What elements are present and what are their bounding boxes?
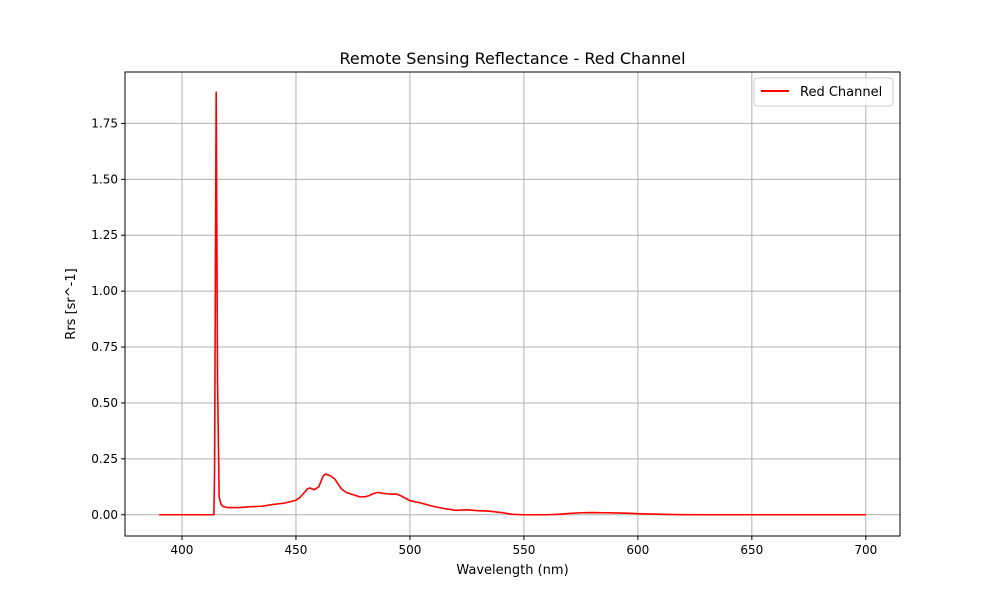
y-tick-label: 0.25 xyxy=(91,452,118,466)
y-axis-label: Rrs [sr^-1] xyxy=(64,268,79,339)
x-tick-label: 650 xyxy=(740,543,763,557)
grid-lines xyxy=(125,72,900,536)
y-tick-label: 1.75 xyxy=(91,116,118,130)
x-tick-label: 400 xyxy=(171,543,194,557)
legend-label-red-channel: Red Channel xyxy=(800,85,882,100)
series-line-red-channel xyxy=(159,91,866,516)
legend-box xyxy=(753,77,894,107)
x-tick-label: 700 xyxy=(854,543,877,557)
y-tick-label: 0.50 xyxy=(91,396,118,410)
y-tick-label: 1.50 xyxy=(91,172,118,186)
x-tick-label: 600 xyxy=(626,543,649,557)
chart-title: Remote Sensing Reflectance - Red Channel xyxy=(339,49,685,68)
y-tick-label: 1.25 xyxy=(91,228,118,242)
x-axis-label: Wavelength (nm) xyxy=(456,563,568,578)
axis-ticks: 400 450 500 550 600 650 700 0.00 0.25 0.50 0.75 1.0… xyxy=(91,116,877,557)
legend: Red Channel xyxy=(753,77,894,107)
y-tick-label: 1.00 xyxy=(91,284,118,298)
plot-area-frame xyxy=(124,71,901,537)
series-lines xyxy=(159,91,866,516)
y-tick-label: 0.75 xyxy=(91,340,118,354)
x-tick-label: 450 xyxy=(285,543,308,557)
x-tick-label: 500 xyxy=(398,543,421,557)
x-tick-label: 550 xyxy=(512,543,535,557)
y-tick-label: 0.00 xyxy=(91,508,118,522)
